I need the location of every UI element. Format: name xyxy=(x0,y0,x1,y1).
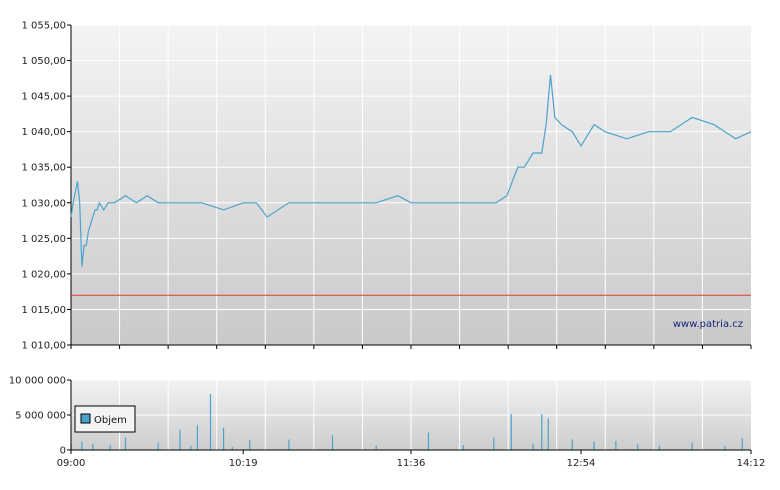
volume-y-tick-label: 0 xyxy=(60,446,66,457)
price-panel: 1 010,00 1 015,00 1 020,00 1 025,00 1 030,00… xyxy=(21,21,752,352)
legend-swatch-icon xyxy=(80,413,91,424)
price-y-tick-label: 1 020,00 xyxy=(21,269,66,280)
x-tick-label: 14:12 xyxy=(737,458,766,469)
watermark: www.patria.cz xyxy=(673,319,743,330)
price-y-axis: 1 010,00 1 015,00 1 020,00 1 025,00 1 030,00… xyxy=(21,21,71,352)
volume-legend: Objem xyxy=(74,405,136,433)
price-y-tick-label: 1 045,00 xyxy=(21,92,66,103)
volume-y-axis: 0 5 000 000 10 000 000 xyxy=(9,376,71,457)
price-y-tick-label: 1 030,00 xyxy=(21,198,66,209)
legend-label: Objem xyxy=(94,415,127,426)
price-y-tick-label: 1 035,00 xyxy=(21,163,66,174)
price-gridlines xyxy=(71,24,751,345)
price-y-tick-label: 1 010,00 xyxy=(21,341,66,352)
price-y-tick-label: 1 040,00 xyxy=(21,127,66,138)
volume-panel: 0 5 000 000 10 000 000 09:00 10:19 11:36 12:5… xyxy=(9,376,766,470)
price-y-tick-label: 1 015,00 xyxy=(21,305,66,316)
price-y-tick-label: 1 025,00 xyxy=(21,234,66,245)
x-tick-label: 10:19 xyxy=(229,458,258,469)
price-y-tick-label: 1 055,00 xyxy=(21,21,66,32)
volume-y-tick-label: 5 000 000 xyxy=(15,411,66,422)
volume-bars xyxy=(70,394,743,450)
price-series-line xyxy=(70,74,752,267)
x-axis-time-labels: 09:00 10:19 11:36 12:54 14:12 xyxy=(57,450,766,469)
price-x-tick-marks xyxy=(70,345,752,349)
volume-gridlines xyxy=(71,379,751,450)
volume-y-tick-label: 10 000 000 xyxy=(9,376,66,387)
price-y-tick-label: 1 050,00 xyxy=(21,56,66,67)
x-tick-label: 09:00 xyxy=(57,458,86,469)
x-tick-label: 11:36 xyxy=(397,458,426,469)
x-tick-label: 12:54 xyxy=(567,458,596,469)
